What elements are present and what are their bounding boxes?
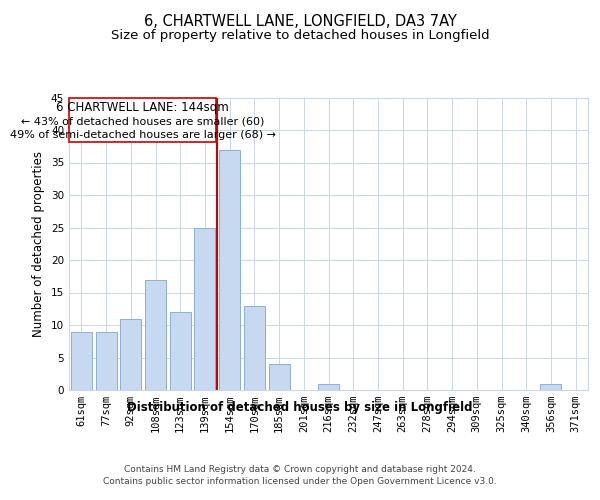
Text: 49% of semi-detached houses are larger (68) →: 49% of semi-detached houses are larger (…	[10, 130, 275, 140]
Bar	[170, 312, 191, 390]
Text: 6 CHARTWELL LANE: 144sqm: 6 CHARTWELL LANE: 144sqm	[56, 102, 229, 114]
FancyBboxPatch shape	[69, 98, 216, 142]
Bar	[269, 364, 290, 390]
Text: Contains HM Land Registry data © Crown copyright and database right 2024.: Contains HM Land Registry data © Crown c…	[124, 464, 476, 473]
Bar	[95, 332, 116, 390]
Bar	[219, 150, 240, 390]
Text: Contains public sector information licensed under the Open Government Licence v3: Contains public sector information licen…	[103, 478, 497, 486]
Bar	[120, 318, 141, 390]
Bar	[244, 306, 265, 390]
Text: Distribution of detached houses by size in Longfield: Distribution of detached houses by size …	[127, 401, 473, 414]
Bar	[194, 228, 215, 390]
Text: ← 43% of detached houses are smaller (60): ← 43% of detached houses are smaller (60…	[21, 116, 264, 126]
Y-axis label: Number of detached properties: Number of detached properties	[32, 151, 46, 337]
Bar	[318, 384, 339, 390]
Text: Size of property relative to detached houses in Longfield: Size of property relative to detached ho…	[110, 28, 490, 42]
Text: 6, CHARTWELL LANE, LONGFIELD, DA3 7AY: 6, CHARTWELL LANE, LONGFIELD, DA3 7AY	[143, 14, 457, 30]
Bar	[71, 332, 92, 390]
Bar	[541, 384, 562, 390]
Bar	[145, 280, 166, 390]
